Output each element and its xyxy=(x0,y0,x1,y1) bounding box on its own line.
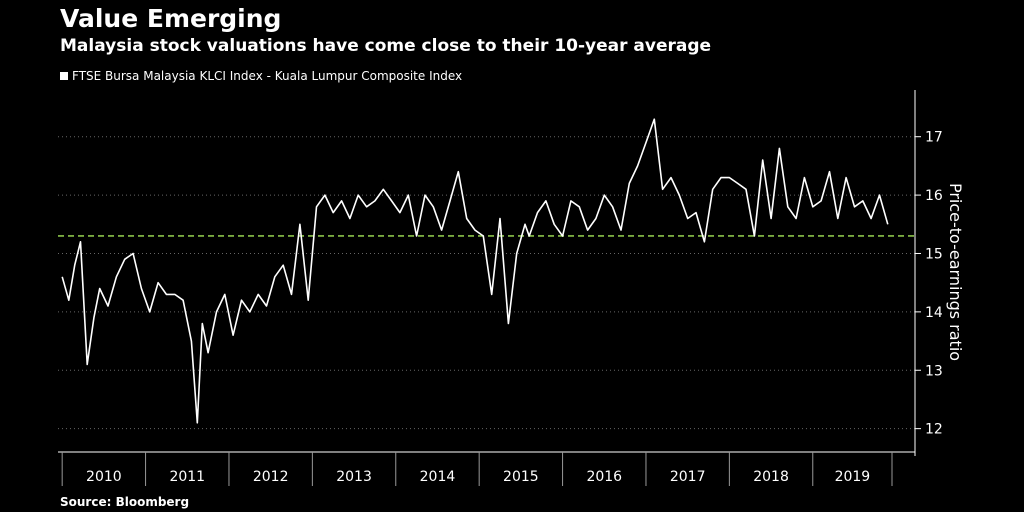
chart-title: Value Emerging xyxy=(60,4,282,33)
y-axis-label: Price-to-earnings ratio xyxy=(946,183,965,361)
x-tick-label-2012: 2012 xyxy=(253,469,289,485)
legend-label: FTSE Bursa Malaysia KLCI Index - Kuala L… xyxy=(72,69,463,83)
x-tick-label-2019: 2019 xyxy=(835,469,871,485)
x-tick-label-2018: 2018 xyxy=(753,469,789,485)
chart-subtitle: Malaysia stock valuations have come clos… xyxy=(60,36,712,56)
y-tick-label-14: 14 xyxy=(925,305,943,321)
pe-ratio-series-line xyxy=(61,118,889,424)
legend: FTSE Bursa Malaysia KLCI Index - Kuala L… xyxy=(60,69,462,83)
y-tick-label-17: 17 xyxy=(925,130,943,146)
x-tick-label-2013: 2013 xyxy=(336,469,372,485)
source-note: Source: Bloomberg xyxy=(60,495,190,509)
x-tick-label-2016: 2016 xyxy=(586,469,622,485)
legend-swatch xyxy=(60,72,68,80)
y-tick-label-15: 15 xyxy=(925,246,943,262)
x-tick-label-2014: 2014 xyxy=(420,469,456,485)
y-tick-label-13: 13 xyxy=(925,363,943,379)
y-tick-label-16: 16 xyxy=(925,188,943,204)
x-tick-label-2015: 2015 xyxy=(503,469,539,485)
x-tick-label-2010: 2010 xyxy=(86,469,122,485)
x-tick-label-2011: 2011 xyxy=(169,469,205,485)
y-tick-label-12: 12 xyxy=(925,422,943,438)
x-tick-label-2017: 2017 xyxy=(670,469,706,485)
